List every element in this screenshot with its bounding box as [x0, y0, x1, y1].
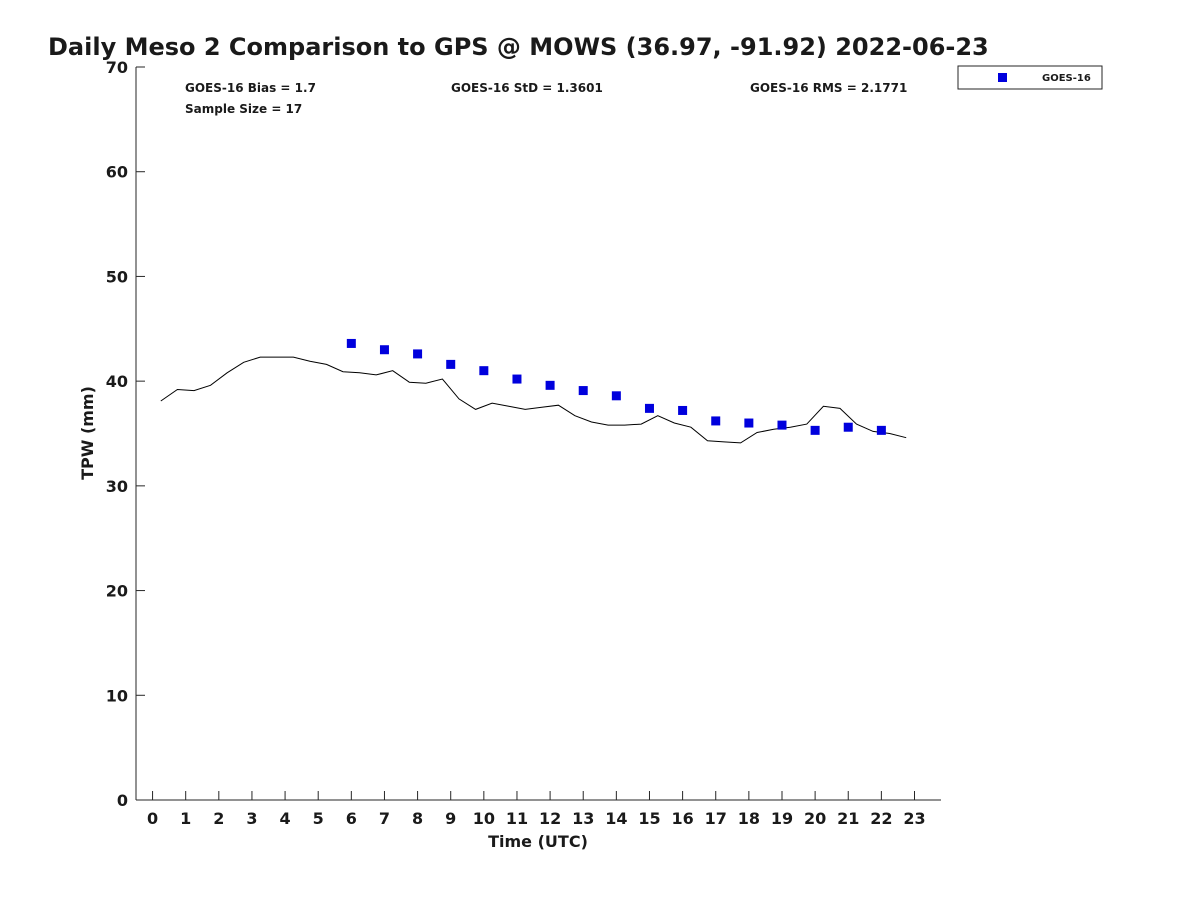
y-ticks: 0 10 20 30 40 50 60 70 — [106, 58, 145, 810]
y-tick-label: 30 — [106, 477, 128, 496]
x-tick-label: 17 — [705, 809, 727, 828]
goes-data-point — [379, 345, 389, 355]
x-tick-label: 2 — [213, 809, 224, 828]
stat-bias: GOES-16 Bias = 1.7 — [185, 81, 316, 95]
x-tick-label: 21 — [837, 809, 859, 828]
gps-line-layer — [160, 356, 907, 444]
goes-data-point — [446, 359, 456, 369]
goes-data-point — [876, 425, 886, 435]
plot-area — [135, 67, 941, 801]
goes-data-point — [644, 403, 654, 413]
goes-data-point — [744, 418, 754, 428]
legend-marker — [998, 73, 1007, 82]
goes-markers-layer — [346, 338, 886, 435]
x-tick-label: 8 — [412, 809, 423, 828]
y-tick-label: 40 — [106, 372, 128, 391]
x-tick-label: 15 — [638, 809, 660, 828]
gps-line — [160, 356, 907, 444]
x-tick-label: 6 — [346, 809, 357, 828]
x-tick-label: 9 — [445, 809, 456, 828]
goes-data-point — [843, 422, 853, 432]
legend-box — [957, 65, 1103, 90]
x-tick-label: 18 — [738, 809, 760, 828]
x-tick-label: 7 — [379, 809, 390, 828]
goes-data-point — [777, 420, 787, 430]
stat-rms: GOES-16 RMS = 2.1771 — [750, 81, 907, 95]
y-tick-label: 10 — [106, 686, 128, 705]
goes-data-point — [413, 349, 423, 359]
x-tick-label: 0 — [147, 809, 158, 828]
goes-data-point — [611, 391, 621, 401]
y-tick-label: 60 — [106, 163, 128, 182]
x-tick-label: 4 — [280, 809, 291, 828]
goes-data-point — [578, 386, 588, 396]
goes-data-point — [678, 405, 688, 415]
y-tick-label: 0 — [117, 791, 128, 810]
x-tick-label: 14 — [605, 809, 627, 828]
chart-title: Daily Meso 2 Comparison to GPS @ MOWS (3… — [48, 33, 989, 61]
y-axis-label: TPW (mm) — [78, 386, 97, 480]
x-tick-label: 22 — [870, 809, 892, 828]
goes-data-point — [810, 425, 820, 435]
stat-std: GOES-16 StD = 1.3601 — [451, 81, 603, 95]
x-axis-label: Time (UTC) — [488, 832, 588, 851]
x-tick-label: 13 — [572, 809, 594, 828]
goes-data-point — [711, 416, 721, 426]
goes-data-point — [346, 338, 356, 348]
x-tick-label: 23 — [903, 809, 925, 828]
y-tick-label: 70 — [106, 58, 128, 77]
x-ticks: 0 1 2 3 4 5 6 7 8 9 10 11 12 13 14 15 16 17 18 19 20 21 22 23 — [147, 791, 926, 828]
x-tick-label: 5 — [313, 809, 324, 828]
legend: GOES-16 — [957, 65, 1103, 90]
goes-data-point — [545, 380, 555, 390]
legend-label: GOES-16 — [1042, 73, 1091, 84]
x-tick-label: 1 — [180, 809, 191, 828]
goes-data-point — [479, 366, 489, 376]
x-tick-label: 19 — [771, 809, 793, 828]
goes-data-point — [512, 374, 522, 384]
x-tick-label: 12 — [539, 809, 561, 828]
x-tick-label: 11 — [506, 809, 528, 828]
x-tick-label: 3 — [246, 809, 257, 828]
y-tick-label: 50 — [106, 267, 128, 286]
y-tick-label: 20 — [106, 582, 128, 601]
x-tick-label: 16 — [671, 809, 693, 828]
stat-sample-size: Sample Size = 17 — [185, 102, 302, 116]
x-tick-label: 20 — [804, 809, 826, 828]
x-tick-label: 10 — [473, 809, 495, 828]
